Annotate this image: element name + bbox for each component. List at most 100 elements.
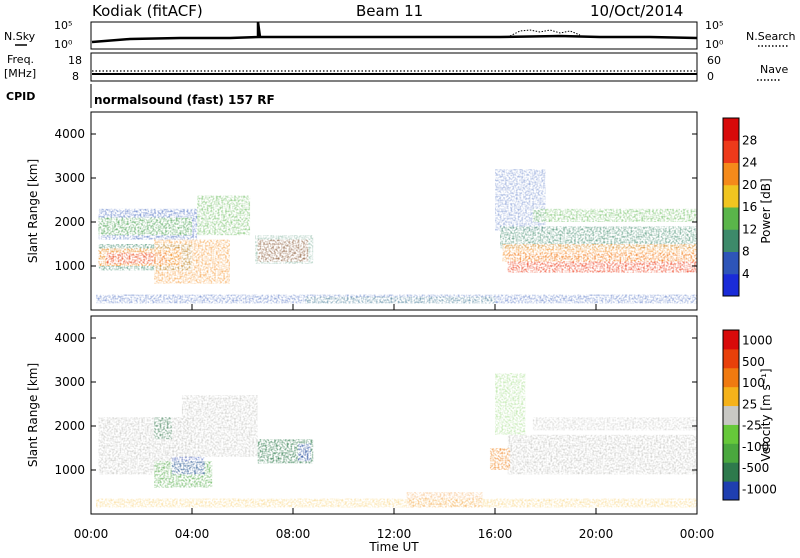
freq-panel: Freq. [MHz] 18 8 60 0 Nave [4, 52, 788, 83]
freq-tick-bottom: 8 [72, 70, 79, 83]
y-tick-label: 1000 [54, 463, 85, 477]
echo-region [500, 226, 697, 249]
colorbar-frame [722, 117, 740, 297]
colorbar-swatch [723, 424, 739, 444]
cpid-label: CPID [6, 90, 35, 103]
colorbar-tick-label: 24 [742, 156, 757, 170]
colorbar-swatch [723, 140, 739, 163]
colorbar-swatch [723, 443, 739, 463]
colorbar-frame [722, 329, 740, 501]
y-tick-label: 2000 [54, 419, 85, 433]
colorbar-swatch [723, 162, 739, 186]
noise-panel: N.Sky 10⁵ 10⁰ 10⁵ 10⁰ N.Search [4, 19, 796, 51]
power-ylabel: Slant Range [km] [26, 159, 40, 263]
x-tick-label: 16:00 [478, 527, 513, 541]
y-tick-label: 3000 [54, 375, 85, 389]
echo-region [98, 217, 192, 236]
echo-region [181, 395, 258, 457]
noise-tick-right-top: 10⁵ [705, 19, 723, 32]
x-tick-label: 00:00 [74, 527, 109, 541]
velocity-data [96, 373, 698, 508]
colorbar-swatch [723, 386, 739, 407]
x-tick-label: 08:00 [276, 527, 311, 541]
cpid-panel: CPID normalsound (fast) 157 RF [6, 84, 275, 108]
colorbar-swatch [723, 273, 739, 297]
x-tick-label: 20:00 [579, 527, 614, 541]
colorbar-tick-label: -1000 [742, 482, 777, 496]
noise-tick-left-bottom: 10⁰ [54, 38, 73, 51]
colorbar-tick-label: 4 [742, 267, 750, 281]
y-tick-label: 4000 [54, 127, 85, 141]
freq-label-2: [MHz] [4, 67, 36, 80]
nsky-trace [91, 21, 698, 44]
nave-label: Nave [760, 63, 788, 76]
colorbar-tick-label: 12 [742, 222, 757, 236]
echo-region [171, 456, 205, 475]
noise-tick-left-top: 10⁵ [54, 19, 72, 32]
echo-region [532, 417, 697, 431]
time-x-axis: 00:00 04:00 08:00 12:00 16:00 20:00 00:00 [74, 304, 714, 541]
echo-region [305, 296, 495, 304]
colorbar-swatch [723, 118, 739, 141]
colorbar-swatch [723, 207, 739, 230]
colorbar-tick-label: -25 [742, 419, 762, 433]
colorbar-tick-label: 20 [742, 178, 757, 192]
velocity-panel: Slant Range [km] 1000 2000 3000 4000 00:00 0… [26, 304, 777, 554]
colorbar-tick-label: 16 [742, 200, 757, 214]
y-tick-label: 2000 [54, 215, 85, 229]
colorbar-swatch [723, 462, 739, 482]
echo-region [197, 195, 251, 236]
freq-label-1: Freq. [7, 53, 34, 66]
power-y-axis: 1000 2000 3000 4000 [54, 127, 697, 273]
echo-region [495, 373, 526, 435]
velocity-cbar-label: Velocity [m s⁻¹] [759, 368, 773, 461]
colorbar-swatch [723, 251, 739, 275]
station-title: Kodiak (fitACF) [92, 2, 203, 20]
noise-tick-right-bottom: 10⁰ [705, 38, 724, 51]
colorbar-tick-label: 1000 [742, 334, 773, 348]
colorbar-swatch [723, 330, 739, 350]
nsearch-trace [509, 29, 581, 37]
echo-region [532, 208, 697, 222]
echo-region [106, 252, 167, 264]
power-cbar-label: Power [dB] [759, 178, 773, 243]
velocity-y-axis: 1000 2000 3000 4000 [54, 331, 697, 477]
velocity-xlabel: Time UT [368, 540, 419, 554]
colorbar-swatch [723, 348, 739, 369]
colorbar-swatch [723, 481, 739, 501]
echo-region [507, 434, 697, 475]
echo-region [154, 417, 172, 440]
colorbar-tick-label: 25 [742, 397, 757, 411]
velocity-ylabel: Slant Range [km] [26, 363, 40, 467]
echo-region [406, 492, 483, 508]
echo-region [255, 235, 314, 264]
echo-region [154, 239, 230, 284]
power-data [96, 169, 698, 304]
echo-region [489, 448, 511, 470]
date-title: 10/Oct/2014 [590, 2, 683, 20]
cpid-text: normalsound (fast) 157 RF [94, 93, 275, 107]
echo-region [502, 244, 697, 262]
freq-tick-top: 18 [68, 54, 82, 67]
colorbar-tick-label: 8 [742, 245, 750, 259]
nave-tick-top: 60 [707, 54, 721, 67]
x-tick-label: 12:00 [377, 527, 412, 541]
colorbar-tick-label: -100 [742, 440, 769, 454]
colorbar-tick-label: 100 [742, 376, 765, 390]
colorbar-swatch [723, 367, 739, 388]
velocity-colorbar: 1000 500 100 25 -25 -100 -500 -1000 [722, 329, 777, 501]
echo-region [96, 498, 698, 508]
nsearch-label: N.Search [746, 30, 796, 43]
colorbar-swatch [723, 405, 739, 425]
colorbar-swatch [723, 184, 739, 208]
y-tick-label: 4000 [54, 331, 85, 345]
nsky-label: N.Sky [4, 30, 36, 43]
colorbar-swatch [723, 229, 739, 252]
x-tick-label: 04:00 [175, 527, 210, 541]
power-colorbar: 4 8 12 16 20 24 28 [722, 117, 757, 297]
beam-title: Beam 11 [356, 2, 423, 20]
colorbar-tick-label: 500 [742, 355, 765, 369]
colorbar-tick-label: 28 [742, 133, 757, 147]
nave-tick-bottom: 0 [707, 70, 714, 83]
